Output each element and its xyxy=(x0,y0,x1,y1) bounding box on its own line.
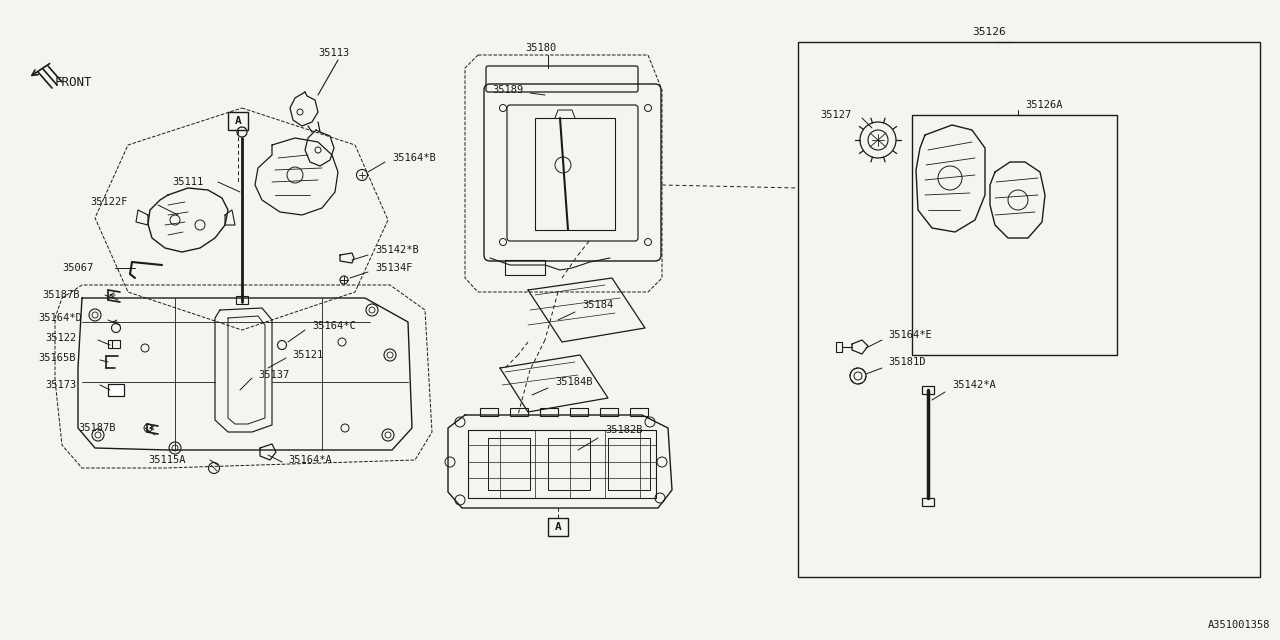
Bar xyxy=(548,518,568,536)
Text: 35164*B: 35164*B xyxy=(392,153,435,163)
Text: 35187B: 35187B xyxy=(78,423,115,433)
Bar xyxy=(548,438,590,490)
Text: 35164*D: 35164*D xyxy=(38,313,82,323)
Bar xyxy=(797,42,1260,577)
Bar xyxy=(488,438,530,490)
Text: A: A xyxy=(234,116,242,126)
Text: 35126: 35126 xyxy=(972,27,1006,37)
Text: 35122: 35122 xyxy=(45,333,77,343)
Bar xyxy=(922,386,934,394)
Text: 35121: 35121 xyxy=(292,350,324,360)
Text: 35067: 35067 xyxy=(61,263,93,273)
Text: FRONT: FRONT xyxy=(55,76,92,88)
Bar xyxy=(608,438,650,490)
Text: 35142*A: 35142*A xyxy=(952,380,996,390)
Text: 35142*B: 35142*B xyxy=(375,245,419,255)
Bar xyxy=(600,408,618,416)
Text: 35181D: 35181D xyxy=(888,357,925,367)
Bar xyxy=(236,296,248,304)
Text: 35113: 35113 xyxy=(317,48,349,58)
Text: 35164*A: 35164*A xyxy=(288,455,332,465)
Text: 35137: 35137 xyxy=(259,370,289,380)
Text: 35134F: 35134F xyxy=(375,263,412,273)
Text: 35184: 35184 xyxy=(582,300,613,310)
Bar xyxy=(228,112,248,130)
Text: 35187B: 35187B xyxy=(42,290,79,300)
Text: 35122F: 35122F xyxy=(90,197,128,207)
Text: A351001358: A351001358 xyxy=(1207,620,1270,630)
Bar xyxy=(540,408,558,416)
Bar xyxy=(570,408,588,416)
Text: 35111: 35111 xyxy=(172,177,204,187)
Text: 35127: 35127 xyxy=(820,110,851,120)
Bar xyxy=(911,115,1117,355)
Bar xyxy=(922,498,934,506)
Text: 35180: 35180 xyxy=(525,43,557,53)
Bar xyxy=(108,384,124,396)
Bar xyxy=(108,340,120,348)
Bar xyxy=(630,408,648,416)
Bar xyxy=(506,260,545,275)
Text: 35182B: 35182B xyxy=(605,425,643,435)
Text: 35126A: 35126A xyxy=(1025,100,1062,110)
Text: 35189: 35189 xyxy=(492,85,524,95)
Text: 35115A: 35115A xyxy=(148,455,186,465)
Text: 35173: 35173 xyxy=(45,380,77,390)
Text: 35164*C: 35164*C xyxy=(312,321,356,331)
Bar xyxy=(468,430,657,498)
Bar xyxy=(535,118,614,230)
Text: 35164*E: 35164*E xyxy=(888,330,932,340)
Bar xyxy=(480,408,498,416)
Text: 35184B: 35184B xyxy=(556,377,593,387)
Text: 35165B: 35165B xyxy=(38,353,76,363)
Bar xyxy=(509,408,529,416)
Text: A: A xyxy=(554,522,562,532)
